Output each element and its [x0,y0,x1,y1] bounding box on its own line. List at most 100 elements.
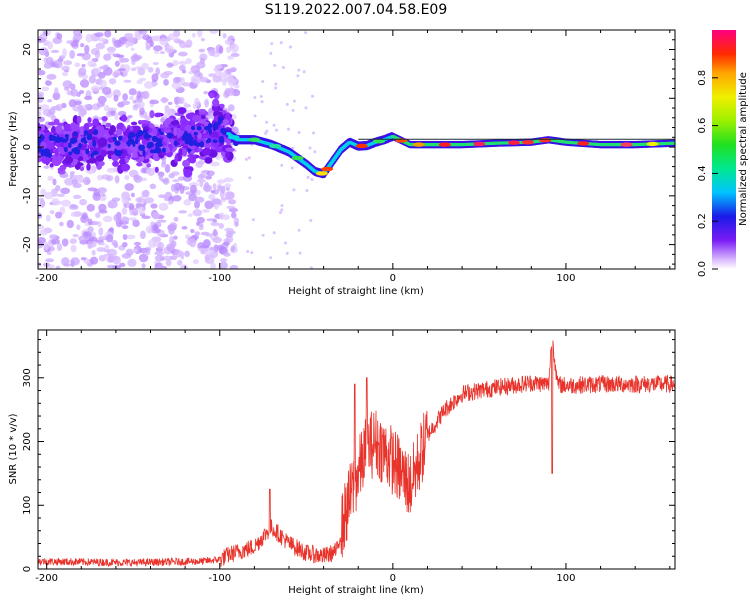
spectrogram-cell [40,150,45,157]
spectrogram-noise-cell [66,219,74,229]
spectrogram-cell [121,138,128,143]
spectrogram-noise-cell [89,256,99,265]
spectrogram-noise-cell [229,264,239,269]
spectrogram-noise-cell [101,174,111,180]
snr-x-label: Height of straight line (km) [288,585,424,596]
spectrogram-noise-cell [121,241,128,248]
spectrogram-cell [63,123,72,132]
spectrogram-noise-cell [98,227,104,236]
spectrogram-noise-cell [302,70,306,74]
spectrogram-noise-cell [45,80,52,86]
spectrogram-noise-cell [104,30,112,38]
spectrogram-noise-cell [202,184,213,192]
spectrogram-cell [172,134,178,141]
spectrogram-cell [97,160,105,167]
spectrogram-noise-cell [81,52,91,61]
spectrogram-cell [121,114,127,122]
spectrogram-cell [92,141,97,147]
spectrogram-noise-cell [269,256,273,260]
spectrogram-cell [92,150,99,156]
spectrogram-noise-cell [194,231,201,236]
spectrogram-noise-cell [125,201,130,208]
spectrogram-noise-cell [273,64,277,68]
spectrogram-cell [70,123,80,132]
spectrogram-cell [78,142,82,149]
spectrogram-noise-cell [226,191,235,200]
spectrogram-noise-cell [52,178,57,186]
spectrogram-noise-cell [158,202,169,211]
spectrogram-cell [212,139,218,144]
spectrogram-noise-cell [223,238,231,243]
spectrogram-noise-cell [160,72,170,79]
spectrogram-noise-cell [177,96,185,105]
colorbar-label: Normalized spectral amplitude [738,72,749,226]
spectrogram-noise-cell [304,106,308,110]
spectrogram-noise-cell [274,82,278,86]
spectrogram-cell [195,123,202,127]
spectrogram-noise-cell [139,106,145,116]
spectrogram-cell [184,124,193,133]
spectrogram-noise-cell [181,226,188,230]
spectrogram-cell [38,137,43,143]
colorbar-gradient [712,30,736,269]
spectrogram-noise-cell [197,174,206,180]
spectrogram-noise-cell [141,190,150,198]
spectrogram-noise-cell [222,78,227,86]
spectrogram-noise-cell [175,105,182,109]
spectrogram-noise-cell [61,65,70,72]
spectrogram-noise-cell [96,102,101,108]
spectrogram-noise-cell [69,49,76,59]
spectrogram-noise-cell [82,176,91,186]
spectrogram-noise-cell [274,128,278,132]
spectrogram-noise-cell [191,32,196,38]
snr-y-label: SNR (10 * v/v) [8,413,19,484]
spectrogram-cell [71,137,78,144]
spectrogram-noise-cell [103,53,112,61]
spectrogram-noise-cell [178,210,188,214]
spectrogram-noise-cell [170,183,176,192]
spectrogram-cell [55,156,65,161]
spectrogram-cell [53,118,60,126]
spectrogram-cell [57,146,64,152]
spectrogram-noise-cell [79,198,87,206]
spectrogram-noise-cell [165,259,172,267]
spectrogram-peak-cell [315,171,328,176]
spectrogram-cell [142,129,148,134]
spectrogram-noise-cell [112,72,120,77]
spectrogram-cell [87,117,92,123]
spectrogram-noise-cell [212,75,222,83]
spectrogram-noise-cell [52,92,61,101]
spectrogram-noise-cell [152,213,160,219]
spectrogram-ytick-label: 20 [22,43,33,56]
spectrogram-cell [180,117,188,127]
spectrogram-noise-cell [56,33,63,40]
spectrogram-noise-cell [125,41,130,49]
spectrogram-noise-cell [285,251,289,255]
spectrogram-noise-cell [205,254,210,261]
spectrogram-noise-cell [38,262,42,268]
spectrogram-cell [198,108,207,113]
spectrogram-noise-cell [172,195,182,202]
spectrogram-cell [86,163,91,171]
spectrogram-noise-cell [129,95,135,101]
colorbar: 0.0 0.2 0.4 0.6 0.8 Normalized spectral ampl… [697,30,749,277]
spectrogram-noise-cell [152,61,159,66]
spectrogram-cell [209,92,215,99]
spectrogram-noise-cell [157,219,167,223]
spectrogram-noise-cell [279,41,283,45]
spectrogram-peak-cell [473,141,486,147]
spectrogram-cell [122,125,127,132]
spectrogram-cell [174,154,179,163]
spectrogram-noise-cell [172,179,180,183]
spectrogram-noise-cell [121,225,129,230]
spectrogram-noise-cell [141,263,146,269]
spectrogram-noise-cell [53,59,63,69]
spectrogram-noise-cell [137,67,146,76]
spectrogram-peak-cell [438,142,451,147]
spectrogram-noise-cell [192,77,201,85]
spectrogram-noise-cell [74,62,81,68]
spectrogram-noise-cell [212,183,217,190]
spectrogram-noise-cell [196,30,203,38]
spectrogram-noise-cell [90,220,100,226]
spectrogram-cell [177,107,187,115]
